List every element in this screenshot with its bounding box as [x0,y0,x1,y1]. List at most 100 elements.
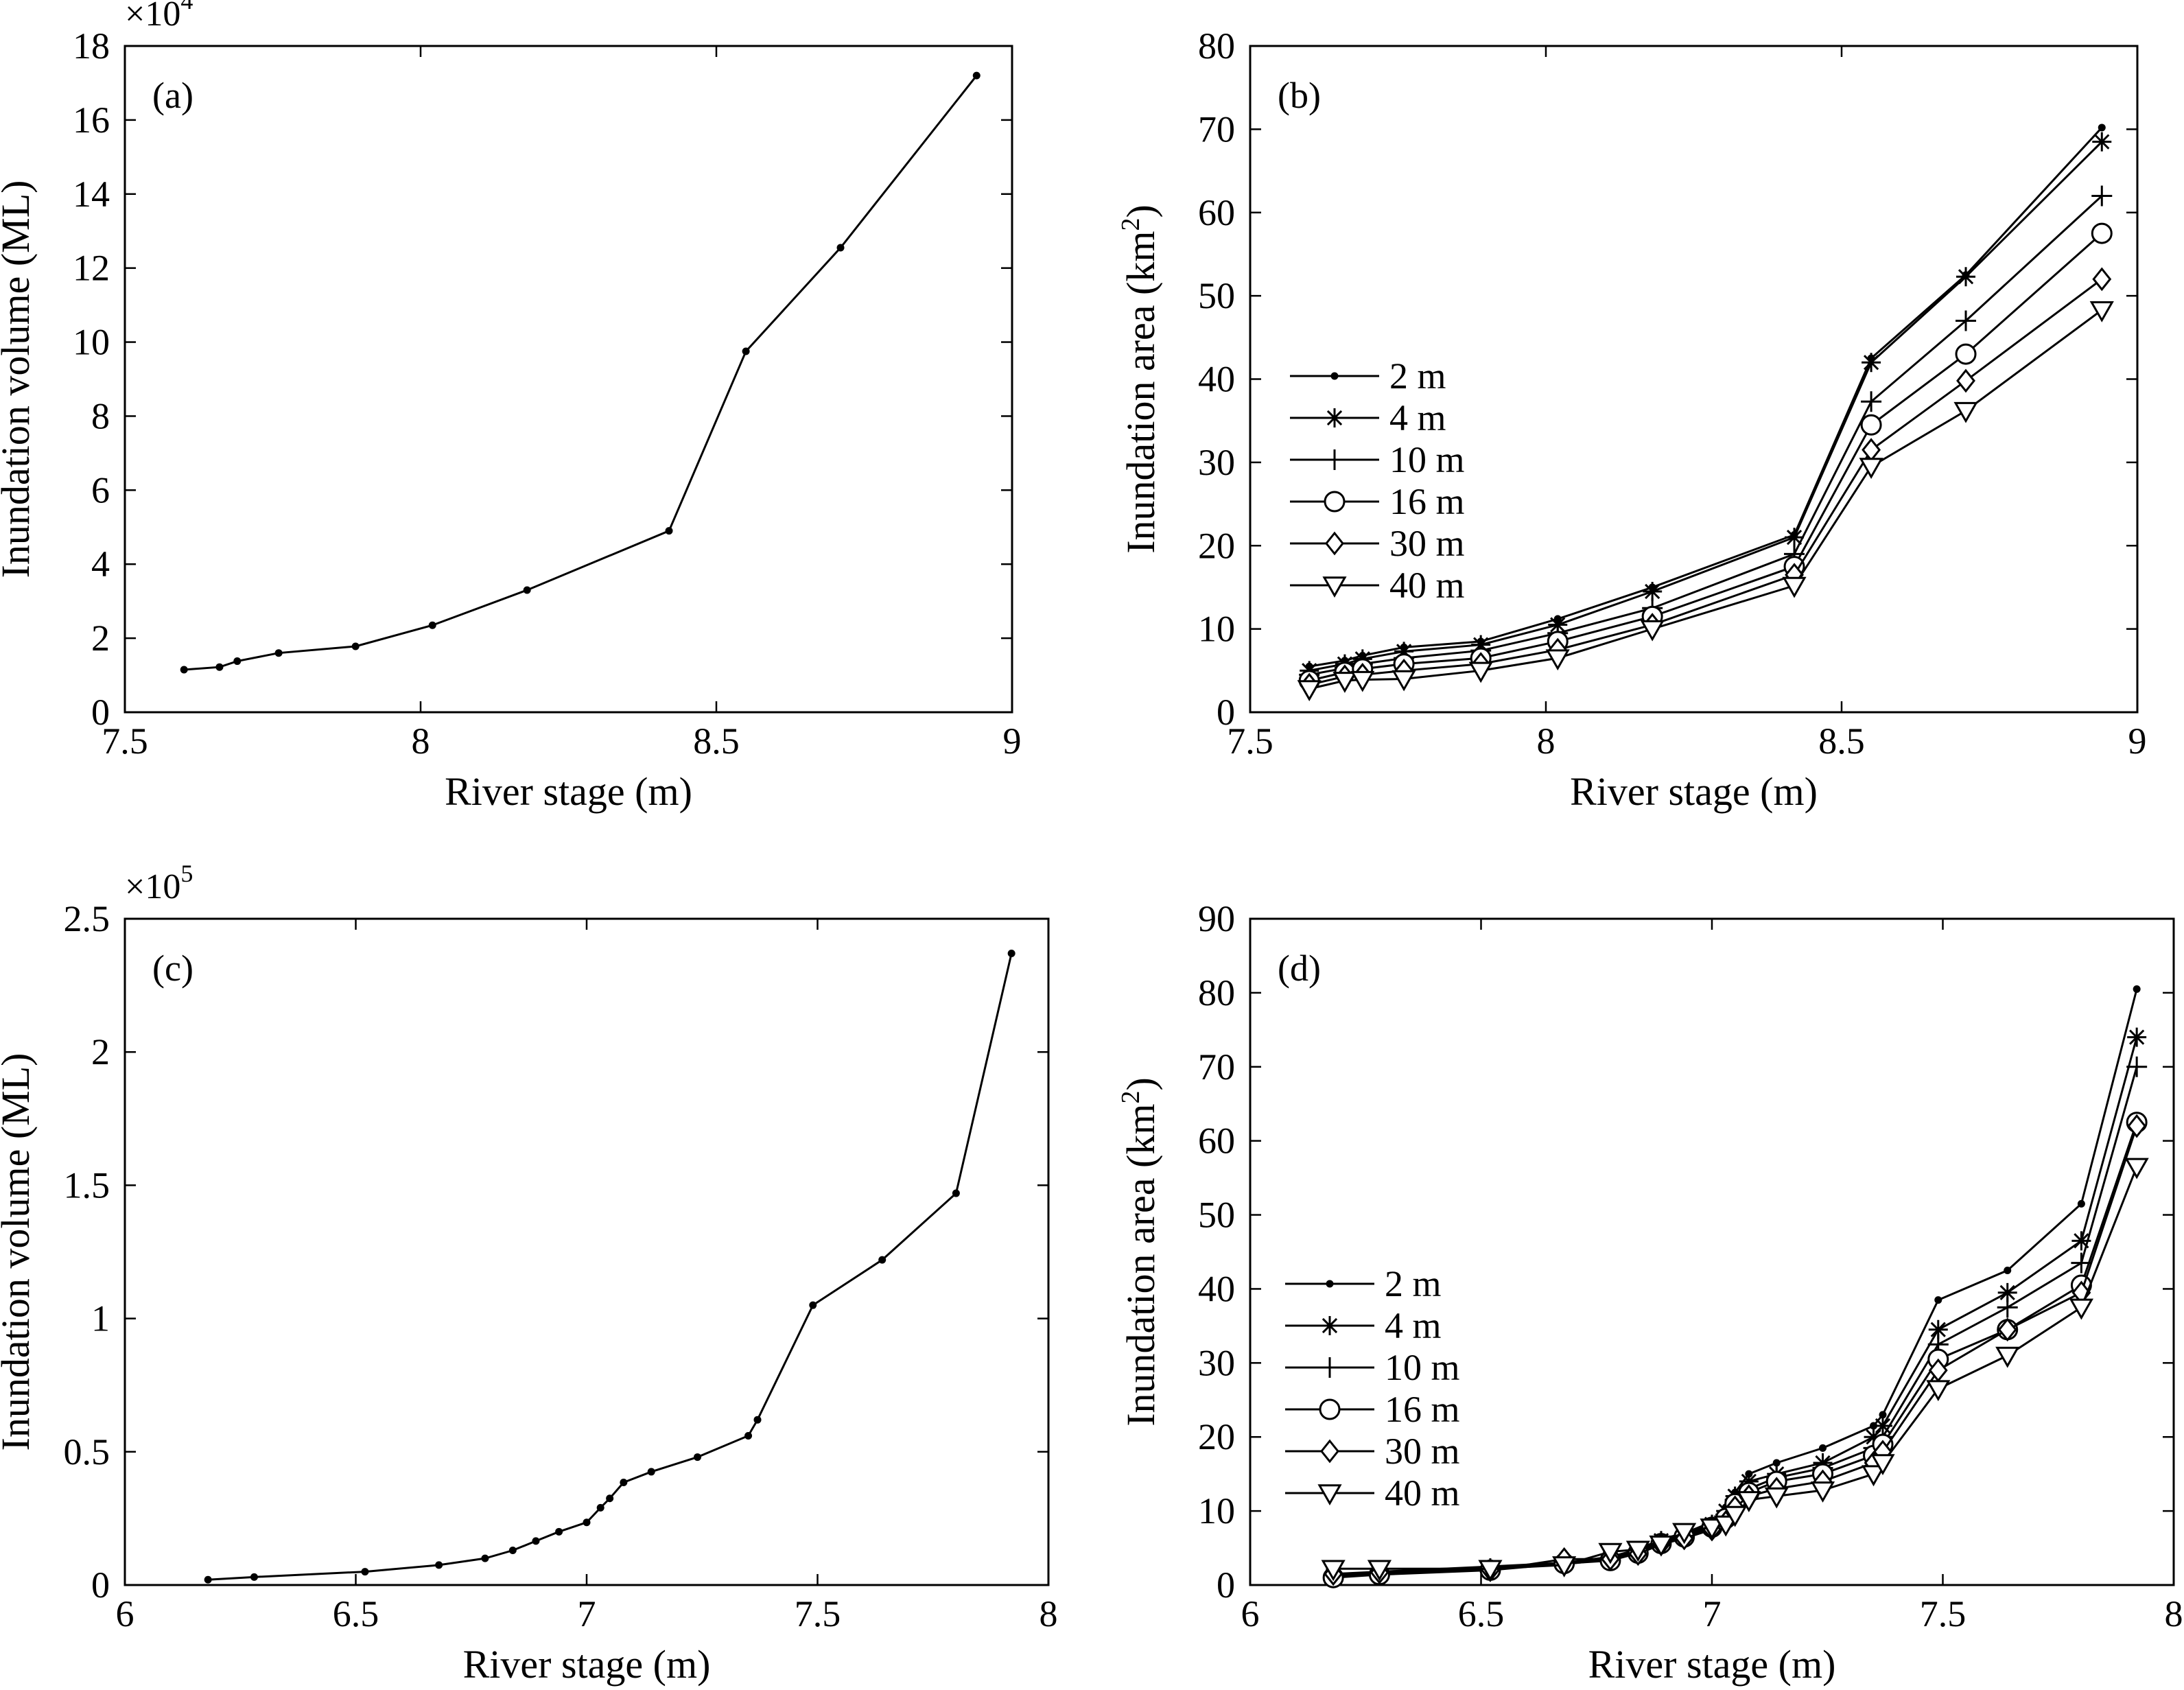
y-tick-label: 60 [1198,192,1235,233]
data-point [753,1416,762,1424]
data-point [1997,1297,2018,1318]
data-point [1392,670,1416,692]
data-point [2127,1114,2147,1138]
data-point [2069,1298,2093,1320]
y-tick-label: 10 [1198,609,1235,650]
data-point [1713,1515,1738,1537]
plot-frame [124,45,1013,714]
data-point [972,71,981,80]
data-point [233,657,242,666]
legend-label: 4 m [1385,1305,1442,1346]
data-point [274,649,283,657]
chart-panel-a: 7.5 8 8.5 9 0 2 4 6 8 10 12 14 16 18 ×104 River stage (… [0,0,1022,814]
data-point [596,1503,604,1512]
data-point [481,1554,489,1562]
data-point [1819,1444,1827,1452]
legend: 2 m4 m10 m16 m30 m40 m [1290,355,1465,606]
data-point [1785,528,1805,548]
y-tick-label: 50 [1198,275,1235,316]
data-point [2092,267,2112,292]
data-point [1350,670,1375,692]
data-point [1956,368,1975,393]
y-tick-label: 4 [91,543,110,585]
y-tick-label: 2 [91,1031,110,1072]
data-point [1367,1560,1392,1582]
data-point [2071,1231,2091,1251]
legend-marker [1324,491,1346,513]
data-point [1873,1416,1893,1436]
x-tick-label: 7 [578,1593,596,1634]
legend-marker [1324,449,1345,470]
data-point [583,1518,591,1527]
x-tick-label: 8 [412,720,430,762]
y-tick-label: 90 [1198,898,1235,939]
data-point [606,1494,614,1503]
series-line [184,75,978,671]
x-tick-label: 6.5 [333,1593,379,1634]
y-tick-label: 20 [1198,525,1235,566]
data-point [1625,1540,1650,1562]
y-axis-title: Inundation volume (ML) [0,180,38,578]
x-tick-label: 8.5 [1818,720,1865,762]
legend-marker [1320,1439,1339,1464]
data-point [809,1301,817,1309]
x-tick-label: 8 [1537,720,1555,762]
data-point [665,527,673,535]
series-40m [1297,301,2114,702]
data-point [2091,185,2113,207]
data-point [1953,401,1978,423]
legend-marker [1319,1357,1340,1378]
legend-label: 16 m [1385,1389,1460,1430]
x-tick-label: 8.5 [693,720,740,762]
y-tick-label: 0.5 [64,1431,110,1472]
data-point [2098,124,2106,132]
panel-label: (b) [1278,75,1321,116]
y-tick-label: 0 [1217,692,1235,733]
data-point [952,1189,960,1197]
x-axis-title: River stage (m) [1588,1642,1836,1687]
x-tick-label: 7.5 [1920,1593,1966,1634]
legend: 2 m4 m10 m16 m30 m40 m [1285,1263,1460,1514]
data-point [1468,661,1493,683]
chart-panel-c: 6 6.5 7 7.5 8 0 0.5 1 1.5 2 2.5 ×105 River stage (m)… [0,860,1058,1687]
y-axis-title: Inundation area (km2) [1116,204,1163,554]
legend-label: 10 m [1385,1347,1460,1388]
data-point [2133,985,2141,993]
data-point [1332,672,1357,693]
data-point [1859,458,1883,479]
x-tick-label: 6 [1241,1593,1260,1634]
data-point [1007,949,1015,957]
y-tick-label: 16 [73,99,110,141]
data-point [836,244,845,252]
y-axis-title: Inundation area (km2) [1116,1077,1163,1427]
data-point [1649,1535,1674,1557]
data-point [1810,1481,1835,1503]
legend-label: 30 m [1389,523,1465,564]
data-point [1723,1505,1748,1527]
data-point [742,347,750,355]
legend-marker [1317,1484,1342,1506]
legend-label: 10 m [1389,439,1465,480]
data-point [2092,132,2112,152]
y-tick-label: 0 [1217,1564,1235,1606]
y-tick-label: 0 [91,692,110,733]
legend-marker [1319,1398,1341,1420]
x-axis-title: River stage (m) [463,1642,711,1687]
data-point [647,1468,655,1476]
y-tick-label: 70 [1198,1046,1235,1088]
data-point [1934,1296,1942,1304]
legend-label: 2 m [1389,355,1446,397]
data-point [694,1453,702,1462]
legend-marker [1330,372,1339,380]
plot-frame [124,917,1050,1586]
data-point [1862,353,1881,373]
series-1 [180,71,981,674]
y-tick-label: 40 [1198,1268,1235,1309]
data-point [215,663,224,671]
data-point [1928,1319,1948,1339]
y-tick-label: 0 [91,1564,110,1606]
data-point [620,1478,628,1486]
data-point [1870,1454,1895,1476]
data-point [555,1527,563,1536]
